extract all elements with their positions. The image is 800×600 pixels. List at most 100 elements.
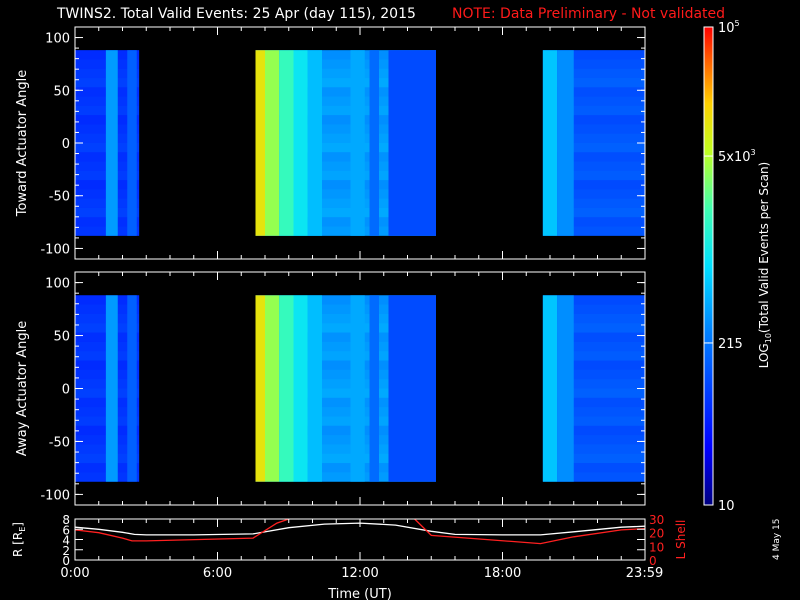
y-axis-label: Away Actuator Angle [15, 321, 30, 456]
y-tick-label: 0 [62, 554, 70, 568]
heatmap-stripe [557, 295, 574, 482]
y-tick-label: 50 [53, 330, 70, 345]
heatmap-stripe [255, 50, 265, 236]
heatmap-stripe [542, 295, 558, 482]
heatmap-stripe [293, 50, 308, 236]
title-bar: TWINS2. Total Valid Events: 25 Apr (day … [0, 6, 800, 26]
x-axis-label: Time (UT) [327, 587, 392, 600]
y-tick-label: -50 [49, 190, 70, 205]
heatmap-band [542, 295, 645, 305]
heatmap-band [255, 133, 436, 143]
series-line-l-shell-b [414, 518, 646, 545]
heatmap-stripe [293, 295, 308, 482]
heatmap-band [255, 87, 436, 97]
l-shell-axis-label: L Shell [674, 520, 688, 560]
heatmap-band [542, 189, 645, 199]
heatmap-band [255, 198, 436, 208]
heatmap-band [542, 397, 645, 408]
heatmap-band [542, 369, 645, 380]
heatmap-band [542, 170, 645, 181]
heatmap-stripe [127, 50, 137, 236]
heatmap-band [255, 78, 436, 88]
y-tick-label: 8 [62, 513, 70, 527]
heatmap-band [255, 217, 436, 227]
colorbar-tick-label: 10 [718, 499, 735, 514]
heatmap-band [255, 59, 436, 69]
heatmap-band [255, 207, 436, 218]
heatmap-band [255, 379, 436, 389]
heatmap-band [542, 198, 645, 208]
y-axis-label: Toward Actuator Angle [15, 70, 30, 217]
heatmap-band [542, 78, 645, 88]
heatmap-band [542, 161, 645, 171]
heatmap-band [255, 425, 436, 436]
heatmap-band [255, 388, 436, 398]
x-tick-label: 0:00 [60, 566, 89, 581]
colorbar-label-rest: (Total Valid Events per Scan) [757, 162, 771, 333]
heatmap-band [255, 472, 436, 482]
generation-date: 4 May 15 [772, 518, 782, 560]
heatmap-band [542, 68, 645, 79]
r-axis-label-sub: E [18, 527, 27, 532]
colorbar-tick-main: 215 [718, 337, 743, 352]
y-tick-label: -100 [40, 488, 70, 503]
heatmap-band [255, 180, 436, 190]
heatmap-stripe [265, 295, 280, 482]
heatmap-band [255, 313, 436, 324]
heatmap-band [542, 472, 645, 482]
colorbar-label: LOG10(Total Valid Events per Scan) [757, 162, 773, 369]
heatmap-stripe [557, 50, 574, 236]
heatmap-band [255, 124, 436, 134]
heatmap-band [255, 416, 436, 426]
heatmap-band [255, 68, 436, 79]
heatmap-band [542, 332, 645, 342]
colorbar-tick-main: 10 [718, 499, 735, 514]
heatmap-band [542, 444, 645, 454]
heatmap-band [542, 407, 645, 417]
colorbar-tick-main: 5x10 [718, 150, 751, 165]
heatmap-band [255, 369, 436, 380]
r-axis-label-end: ] [11, 522, 25, 527]
heatmap-band [542, 124, 645, 134]
heatmap-band [255, 351, 436, 361]
y-tick-label: 0 [62, 383, 70, 398]
heatmap-band [542, 207, 645, 218]
series-line-l-shell [74, 518, 290, 542]
heatmap-band [542, 323, 645, 333]
y-tick-label: 6 [62, 523, 70, 537]
colorbar-tick-label: 105 [718, 19, 740, 36]
heatmap-band [542, 133, 645, 143]
heatmap-band [255, 161, 436, 171]
heatmap-stripe [350, 295, 365, 482]
heatmap-band [255, 444, 436, 454]
heatmap-band [255, 453, 436, 464]
heatmap-band [542, 463, 645, 473]
y-tick-label: -50 [49, 435, 70, 450]
heatmap-stripe [350, 50, 365, 236]
colorbar-tick-main: 10 [718, 21, 735, 36]
heatmap-stripe [369, 50, 379, 236]
heatmap-band [542, 180, 645, 190]
heatmap-band [255, 226, 436, 236]
colorbar-tick-exp: 3 [751, 148, 756, 157]
heatmap-band [255, 189, 436, 199]
r-axis-label: R [RE] [11, 522, 27, 557]
x-tick-label: 23:59 [626, 566, 663, 581]
heatmap-band [255, 304, 436, 314]
heatmap-stripe [265, 50, 280, 236]
colorbar-tick-label: 5x103 [718, 148, 756, 165]
heatmap-band [542, 379, 645, 389]
heatmap-band [542, 341, 645, 352]
y2-tick-label: 20 [649, 527, 664, 541]
heatmap-stripe [388, 295, 436, 482]
heatmap-band [542, 50, 645, 60]
heatmap-band [542, 59, 645, 69]
colorbar-gradient [703, 26, 714, 506]
heatmap-stripe [279, 295, 294, 482]
heatmap-band [542, 96, 645, 106]
y2-tick-label: 30 [649, 513, 664, 527]
heatmap-band [255, 360, 436, 370]
heatmap-band [542, 152, 645, 162]
colorbar-tick-exp: 5 [735, 19, 740, 28]
